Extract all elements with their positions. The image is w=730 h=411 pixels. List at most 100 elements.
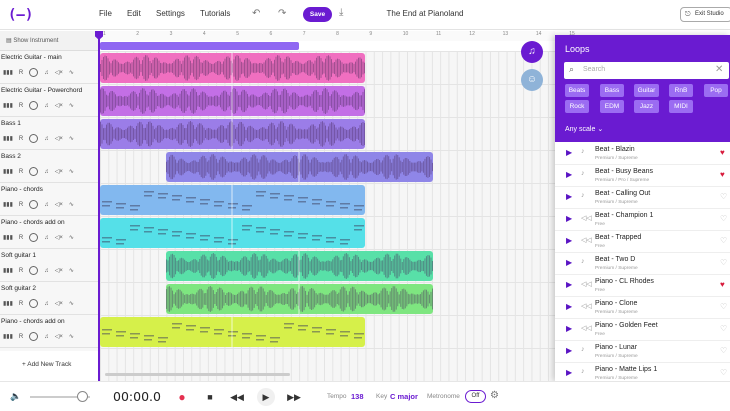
play-icon[interactable]: ▶: [566, 192, 573, 201]
headphones-icon[interactable]: ♫: [44, 333, 49, 340]
show-instrument-toggle[interactable]: ▤ Show Instrument: [6, 37, 58, 44]
undo-icon[interactable]: ↶: [252, 8, 261, 19]
loops-search-input[interactable]: ⌕ Search ✕: [564, 62, 729, 79]
track-header[interactable]: Piano - chords ▮▮▮ R ♫ ◁× ∿: [0, 183, 100, 216]
rewind-button[interactable]: ◀◀: [230, 392, 244, 402]
headphones-icon[interactable]: ♫: [44, 201, 49, 208]
play-icon[interactable]: ▶: [566, 258, 573, 267]
headphones-icon[interactable]: ♫: [44, 267, 49, 274]
heart-icon[interactable]: ♡: [720, 302, 728, 311]
volume-knob[interactable]: [29, 134, 39, 143]
download-icon[interactable]: ⤓: [339, 7, 344, 18]
menu-file[interactable]: File: [99, 9, 112, 18]
track-name[interactable]: Electric Guitar - main: [1, 54, 62, 61]
track-clip[interactable]: [100, 317, 365, 347]
track-header[interactable]: Electric Guitar - main ▮▮▮ R ♫ ◁× ∿: [0, 51, 100, 84]
headphones-icon[interactable]: ♫: [44, 69, 49, 76]
heart-icon[interactable]: ♥: [720, 148, 725, 157]
loop-item[interactable]: ▶ ◁◁ Beat - Trapped Free ♡: [555, 231, 730, 253]
automation-icon[interactable]: ∿: [68, 136, 74, 142]
genre-chip[interactable]: RnB: [669, 84, 693, 97]
genre-chip[interactable]: MIDI: [669, 100, 693, 113]
genre-chip[interactable]: Guitar: [634, 84, 659, 97]
mute-icon[interactable]: ◁×: [54, 103, 63, 109]
volume-knob[interactable]: [77, 391, 88, 402]
playhead-handle[interactable]: [95, 31, 103, 40]
gear-icon[interactable]: ⚙: [490, 390, 499, 401]
redo-icon[interactable]: ↷: [278, 8, 287, 19]
record-arm-button[interactable]: R: [18, 234, 24, 241]
track-clip[interactable]: [100, 218, 365, 248]
track-clip[interactable]: [100, 119, 365, 149]
headphones-icon[interactable]: ♫: [44, 102, 49, 109]
track-name[interactable]: Piano - chords add on: [1, 318, 65, 325]
metronome-toggle[interactable]: Off: [465, 390, 486, 403]
playhead[interactable]: [98, 31, 100, 381]
menu-settings[interactable]: Settings: [156, 9, 185, 18]
headphones-icon[interactable]: ♫: [44, 135, 49, 142]
automation-icon[interactable]: ∿: [68, 268, 74, 274]
loop-item[interactable]: ▶ ◁◁ Piano - Golden Feet Free ♡: [555, 319, 730, 341]
record-arm-button[interactable]: R: [18, 102, 24, 109]
track-clip[interactable]: [100, 53, 365, 83]
track-header[interactable]: Bass 2 ▮▮▮ R ♫ ◁× ∿: [0, 150, 100, 183]
play-button[interactable]: ▶: [257, 388, 275, 406]
headphones-icon[interactable]: ♫: [44, 168, 49, 175]
tempo-value[interactable]: 138: [351, 392, 364, 401]
record-arm-button[interactable]: R: [18, 333, 24, 340]
volume-knob[interactable]: [29, 101, 39, 110]
automation-icon[interactable]: ∿: [68, 235, 74, 241]
volume-knob[interactable]: [29, 167, 39, 176]
play-icon[interactable]: ▶: [566, 302, 573, 311]
mute-icon[interactable]: ◁×: [54, 235, 63, 241]
record-arm-button[interactable]: R: [18, 300, 24, 307]
track-header[interactable]: Piano - chords add on ▮▮▮ R ♫ ◁× ∿: [0, 315, 100, 348]
play-icon[interactable]: ▶: [566, 324, 573, 333]
heart-icon[interactable]: ♥: [720, 170, 725, 179]
volume-knob[interactable]: [29, 266, 39, 275]
loop-item[interactable]: ▶ ◁◁ Piano - CL Rhodes Free ♥: [555, 275, 730, 297]
track-clip[interactable]: [166, 284, 433, 314]
mute-icon[interactable]: ◁×: [54, 202, 63, 208]
timeline-ruler[interactable]: 1 2 3 4 5 6 7 8 9 10 11 12 13 14 15: [100, 31, 575, 41]
track-clip[interactable]: [166, 152, 433, 182]
loop-item[interactable]: ▶ ♪ Beat - Two D Premium / Supreme ♡: [555, 253, 730, 275]
record-arm-button[interactable]: R: [18, 201, 24, 208]
horizontal-scrollbar[interactable]: [105, 373, 290, 376]
play-icon[interactable]: ▶: [566, 170, 573, 179]
automation-icon[interactable]: ∿: [68, 169, 74, 175]
record-arm-button[interactable]: R: [18, 267, 24, 274]
track-header[interactable]: Electric Guitar - Powerchord ▮▮▮ R ♫ ◁× ∿: [0, 84, 100, 117]
headphones-icon[interactable]: ♫: [44, 234, 49, 241]
volume-knob[interactable]: [29, 200, 39, 209]
record-button[interactable]: ●: [178, 390, 186, 404]
mute-icon[interactable]: ◁×: [54, 136, 63, 142]
record-arm-button[interactable]: R: [18, 135, 24, 142]
stop-button[interactable]: ■: [207, 392, 213, 402]
volume-knob[interactable]: [29, 68, 39, 77]
play-icon[interactable]: ▶: [566, 280, 573, 289]
genre-chip[interactable]: EDM: [600, 100, 624, 113]
automation-icon[interactable]: ∿: [68, 103, 74, 109]
record-arm-button[interactable]: R: [18, 69, 24, 76]
heart-icon[interactable]: ♡: [720, 368, 728, 377]
track-name[interactable]: Soft guitar 1: [1, 252, 37, 259]
play-icon[interactable]: ▶: [566, 236, 573, 245]
menu-edit[interactable]: Edit: [127, 9, 141, 18]
track-name[interactable]: Bass 1: [1, 120, 21, 127]
heart-icon[interactable]: ♥: [720, 280, 725, 289]
track-header[interactable]: Soft guitar 1 ▮▮▮ R ♫ ◁× ∿: [0, 249, 100, 282]
genre-chip[interactable]: Pop: [704, 84, 728, 97]
track-header[interactable]: Bass 1 ▮▮▮ R ♫ ◁× ∿: [0, 117, 100, 150]
mute-icon[interactable]: ◁×: [54, 70, 63, 76]
track-clip[interactable]: [166, 251, 433, 281]
loops-toggle-icon[interactable]: ♫: [521, 41, 543, 63]
genre-chip[interactable]: Rock: [565, 100, 589, 113]
loop-item[interactable]: ▶ ♪ Piano - Lunar Premium / Supreme ♡: [555, 341, 730, 363]
play-icon[interactable]: ▶: [566, 214, 573, 223]
heart-icon[interactable]: ♡: [720, 192, 728, 201]
loop-item[interactable]: ▶ ◁◁ Piano - Clone Premium / Supreme ♡: [555, 297, 730, 319]
automation-icon[interactable]: ∿: [68, 202, 74, 208]
record-arm-button[interactable]: R: [18, 168, 24, 175]
track-clip[interactable]: [100, 185, 365, 215]
